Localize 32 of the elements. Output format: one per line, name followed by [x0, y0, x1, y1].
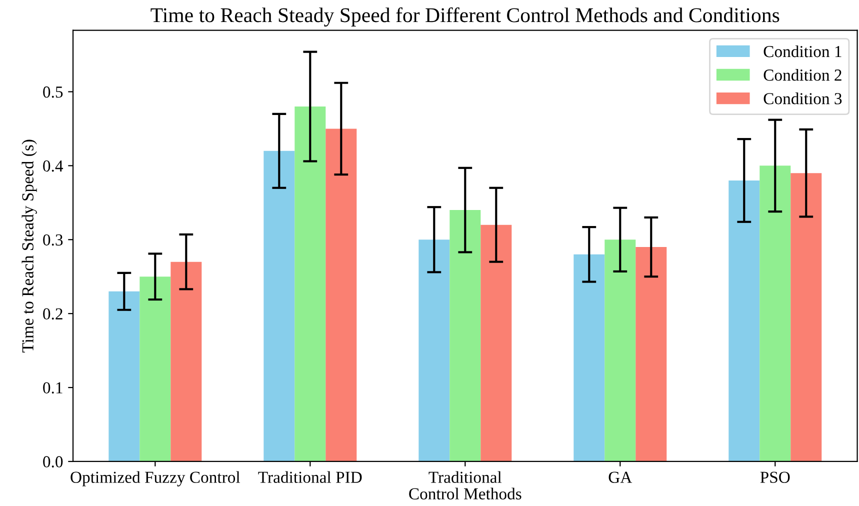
x-tick-label: PSO	[760, 472, 790, 483]
legend-label: Condition 1	[764, 45, 842, 58]
bar	[170, 262, 202, 462]
bar	[108, 291, 140, 462]
x-tick-label: Traditional PID	[258, 471, 362, 483]
bar	[760, 166, 791, 462]
y-tick-label: 0.1	[43, 382, 62, 394]
bar	[636, 247, 667, 462]
chart-title: Time to Reach Steady Speed for Different Control Methods and Conditions	[150, 7, 780, 27]
legend-label: Condition 3	[764, 92, 842, 104]
y-tick-label: 0.0	[43, 456, 63, 468]
bar	[326, 128, 357, 462]
y-tick-label: 0.2	[43, 308, 62, 320]
y-tick-label: 0.3	[43, 234, 63, 246]
bar	[728, 180, 760, 462]
y-tick-label: 0.5	[43, 86, 63, 98]
bar	[450, 210, 481, 462]
legend-label: Condition 2	[764, 69, 842, 81]
x-tick-label: GA	[608, 472, 632, 483]
y-axis-title: Time to Reach Steady Speed (s)	[22, 140, 37, 352]
x-tick-label: Traditional	[428, 471, 502, 483]
bar	[264, 150, 295, 462]
bar	[790, 173, 822, 462]
y-tick-label: 0.4	[43, 160, 64, 172]
bar	[604, 240, 636, 462]
bar	[574, 254, 605, 462]
bar	[294, 106, 326, 462]
x-tick-label: Optimized Fuzzy Control	[70, 471, 240, 486]
bar	[480, 224, 512, 462]
x-axis-title: Control Methods	[409, 488, 522, 500]
bar	[418, 240, 450, 462]
bar	[140, 276, 171, 462]
